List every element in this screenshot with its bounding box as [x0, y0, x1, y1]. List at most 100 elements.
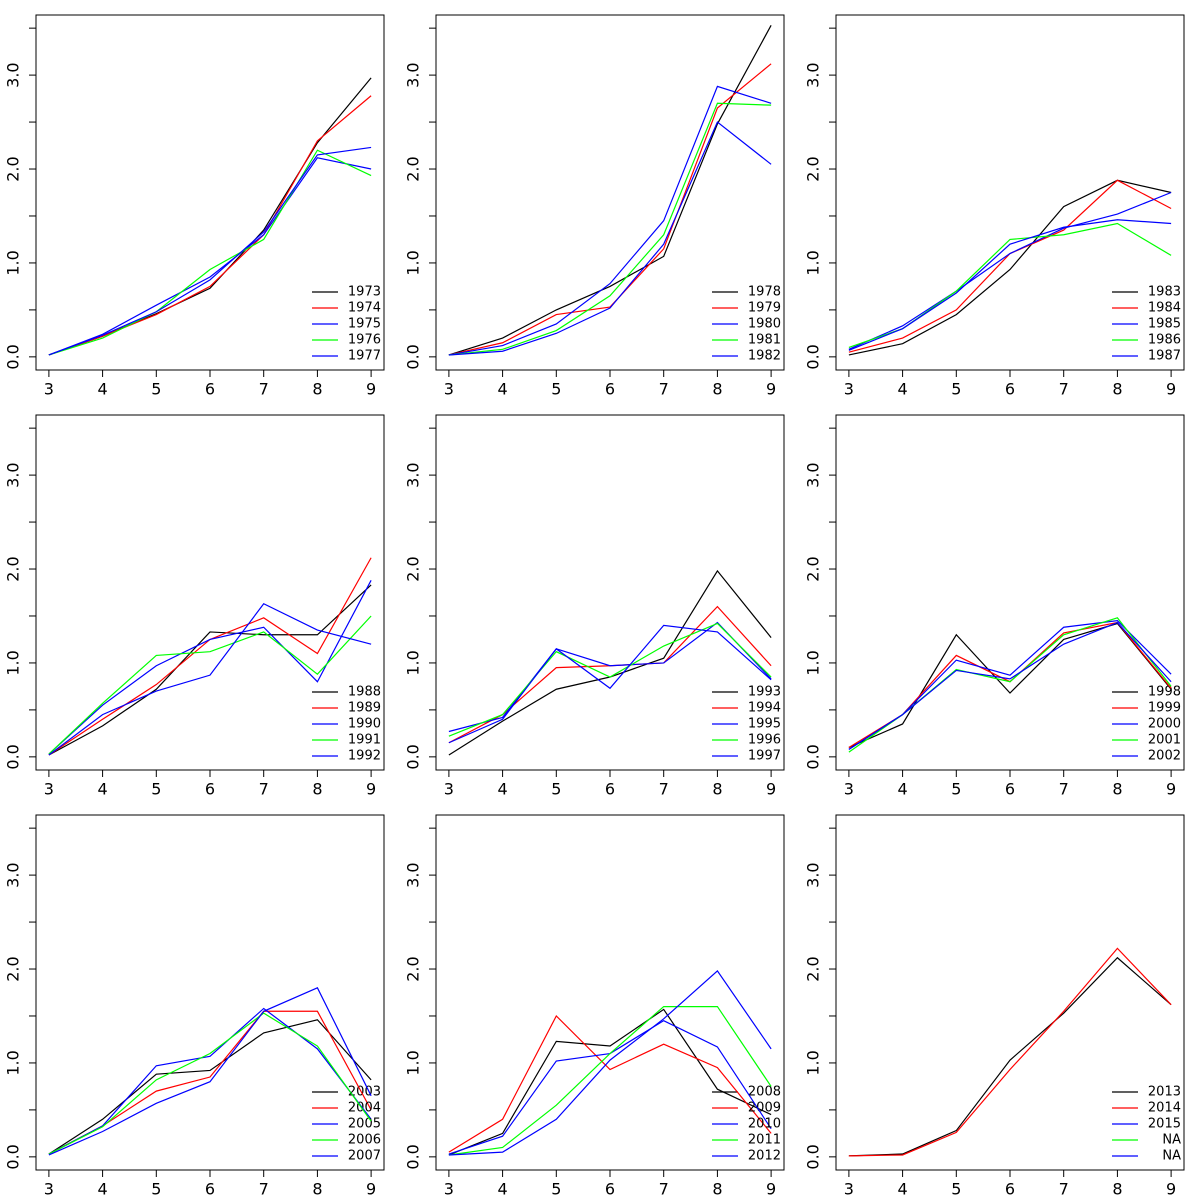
series-line: [448, 1008, 772, 1156]
y-tick-label: 3.0: [4, 862, 23, 887]
y-tick-label: 0.0: [4, 344, 23, 369]
series-line: [848, 621, 1172, 750]
legend-label: 1989: [348, 701, 381, 716]
y-tick-label: 0.0: [804, 344, 823, 369]
x-tick-label: 4: [897, 780, 907, 799]
legend-label: 1988: [348, 685, 381, 700]
legend-label: 1999: [1148, 701, 1181, 716]
plot-frame: [435, 414, 785, 771]
series-line: [848, 621, 1172, 748]
y-tick-label: 1.0: [4, 1050, 23, 1075]
legend-label: 1993: [748, 685, 781, 700]
series-line: [448, 1019, 772, 1155]
legend-label: 1982: [748, 349, 781, 364]
legend-label: 1974: [348, 301, 381, 316]
series-line: [48, 1012, 372, 1155]
series-line: [48, 1007, 372, 1155]
y-tick-label: 2.0: [804, 156, 823, 181]
x-tick-label: 6: [1005, 380, 1015, 399]
x-tick-label: 9: [1166, 780, 1176, 799]
x-tick-label: 4: [97, 780, 107, 799]
x-tick-label: 5: [951, 780, 961, 799]
legend-label: 1983: [1148, 285, 1181, 300]
y-tick-label: 0.0: [804, 1144, 823, 1169]
legend-label: 1973: [348, 285, 381, 300]
x-tick-label: 4: [497, 780, 507, 799]
legend-label: 1994: [748, 701, 781, 716]
x-tick-label: 5: [151, 380, 161, 399]
x-tick-label: 5: [151, 1180, 161, 1199]
x-tick-label: 5: [551, 380, 561, 399]
series-line: [48, 77, 372, 356]
series-line: [448, 102, 772, 356]
legend-label: 1997: [748, 749, 781, 764]
x-tick-label: 6: [1005, 1180, 1015, 1199]
y-tick-label: 3.0: [404, 462, 423, 487]
x-tick-label: 6: [205, 380, 215, 399]
x-tick-label: 4: [97, 1180, 107, 1199]
x-tick-label: 8: [712, 780, 722, 799]
legend-label: 2011: [748, 1133, 781, 1148]
legend-label: 1981: [748, 333, 781, 348]
legend-label: 2001: [1148, 733, 1181, 748]
legend-label: 2002: [1148, 749, 1181, 764]
series-line: [48, 149, 372, 356]
series-line: [448, 85, 772, 356]
x-tick-label: 3: [444, 1180, 454, 1199]
x-tick-label: 4: [897, 380, 907, 399]
x-tick-label: 9: [766, 780, 776, 799]
legend-label: 1979: [748, 301, 781, 316]
series-line: [448, 121, 772, 356]
legend-label: 1987: [1148, 349, 1181, 364]
series-line: [448, 605, 772, 744]
series-line: [448, 969, 772, 1156]
x-tick-label: 3: [44, 1180, 54, 1199]
legend-label: NA: [1162, 1149, 1181, 1164]
legend-label: 1975: [348, 317, 381, 332]
series-line: [48, 580, 372, 755]
series-line: [48, 615, 372, 755]
x-tick-label: 5: [551, 1180, 561, 1199]
plot-frame: [35, 814, 385, 1171]
series-line: [448, 1005, 772, 1156]
y-tick-label: 0.0: [404, 1144, 423, 1169]
y-tick-label: 3.0: [804, 462, 823, 487]
series-line: [848, 622, 1172, 749]
y-tick-label: 2.0: [804, 556, 823, 581]
x-tick-label: 9: [366, 380, 376, 399]
legend-label: 2004: [348, 1101, 381, 1116]
y-tick-label: 1.0: [404, 250, 423, 275]
x-tick-label: 3: [444, 380, 454, 399]
series-line: [48, 146, 372, 356]
x-tick-label: 9: [1166, 1180, 1176, 1199]
series-line: [848, 620, 1172, 750]
plot-frame: [35, 14, 385, 371]
y-tick-label: 0.0: [404, 344, 423, 369]
legend-label: 2009: [748, 1101, 781, 1116]
x-tick-label: 9: [766, 380, 776, 399]
series-line: [448, 63, 772, 356]
y-tick-label: 0.0: [804, 744, 823, 769]
x-tick-label: 4: [97, 380, 107, 399]
legend-label: 2014: [1148, 1101, 1181, 1116]
x-tick-label: 7: [1059, 780, 1069, 799]
series-line: [448, 1014, 772, 1153]
series-line: [848, 617, 1172, 753]
x-tick-label: 7: [659, 380, 669, 399]
legend-label: NA: [1162, 1133, 1181, 1148]
y-tick-label: 2.0: [4, 956, 23, 981]
series-line: [448, 25, 772, 356]
x-tick-label: 8: [712, 1180, 722, 1199]
y-tick-label: 2.0: [804, 956, 823, 981]
legend-label: 1995: [748, 717, 781, 732]
x-tick-label: 7: [1059, 380, 1069, 399]
series-line: [848, 191, 1172, 350]
x-tick-label: 5: [151, 780, 161, 799]
series-line: [848, 219, 1172, 351]
x-tick-label: 7: [259, 780, 269, 799]
x-tick-label: 3: [844, 1180, 854, 1199]
legend-label: 1986: [1148, 333, 1181, 348]
legend-label: 1996: [748, 733, 781, 748]
series-line: [48, 95, 372, 356]
